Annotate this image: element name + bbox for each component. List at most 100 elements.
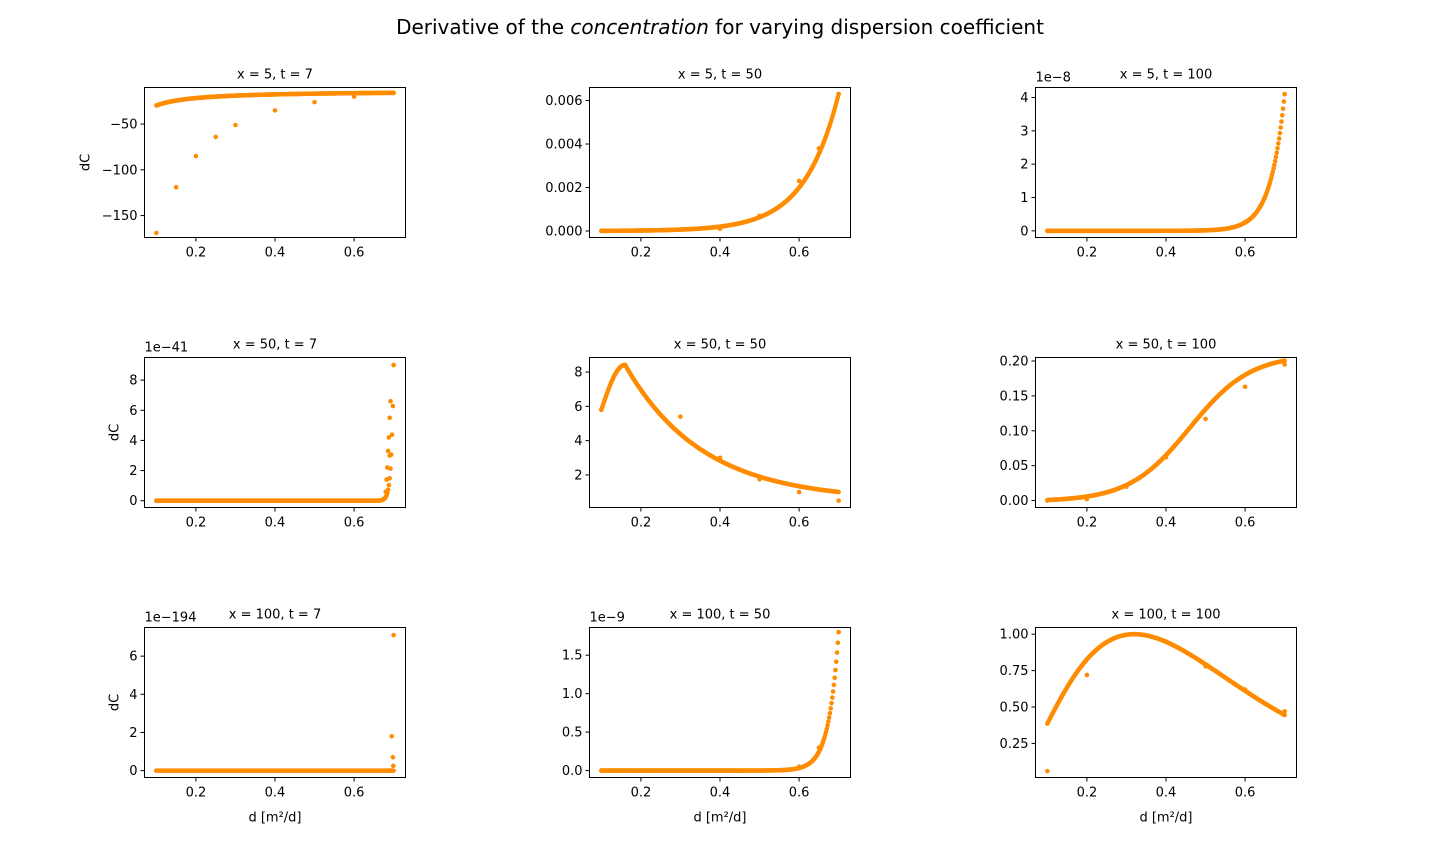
subplot-title: x = 5, t = 7	[237, 68, 313, 83]
y-offset-label: 1e−9	[590, 611, 625, 626]
x-tick-label: 0.4	[1156, 246, 1177, 261]
data-point	[1242, 687, 1248, 692]
axes-frame	[589, 627, 851, 778]
data-point	[1282, 91, 1287, 97]
x-tick-label: 0.6	[789, 246, 810, 261]
x-axis-label: d [m²/d]	[693, 811, 746, 826]
y-tick-label: 3	[1020, 124, 1028, 139]
data-point	[1163, 639, 1169, 644]
data-point	[816, 745, 822, 750]
data-point	[388, 398, 393, 404]
data-point	[272, 108, 278, 113]
data-point	[387, 415, 392, 421]
data-points	[599, 629, 841, 773]
data-point	[1274, 150, 1280, 156]
data-point	[384, 477, 389, 482]
data-point	[390, 754, 396, 760]
data-point	[1282, 709, 1287, 714]
y-tick-label: 0.0	[562, 764, 583, 779]
x-tick-label: 0.2	[631, 246, 652, 261]
figure-title: Derivative of the concentration for vary…	[396, 15, 1044, 39]
x-tick-label: 0.2	[1077, 246, 1098, 261]
y-tick-label: 4	[129, 688, 137, 703]
data-point	[1132, 631, 1137, 637]
data-point	[154, 768, 159, 773]
subplot-2: x = 5, t = 50 0.2 0.4 0.6 0.000 0.002 0.004 0.0…	[545, 68, 851, 261]
data-point	[154, 230, 159, 236]
data-point	[1084, 496, 1090, 502]
data-point	[830, 689, 836, 694]
x-tick-label: 0.6	[1235, 516, 1256, 531]
data-point	[835, 640, 841, 646]
y-tick-label: 4	[129, 434, 137, 449]
data-point	[777, 767, 782, 773]
data-point	[836, 629, 841, 635]
data-point	[391, 632, 396, 638]
y-tick-label: 2	[129, 726, 137, 741]
y-tick-label: −50	[110, 118, 137, 133]
x-axis-label: d [m²/d]	[1139, 811, 1192, 826]
data-point	[796, 764, 802, 770]
y-tick-label: 0.006	[545, 94, 582, 109]
data-point	[824, 726, 830, 732]
y-tick-label: 0.10	[1000, 424, 1029, 439]
axes-frame	[589, 87, 851, 238]
data-point	[836, 498, 841, 503]
y-tick-label: 6	[574, 400, 582, 415]
data-point	[389, 733, 394, 739]
y-offset-label: 1e−41	[145, 341, 189, 356]
data-point	[389, 432, 395, 437]
data-point	[1277, 130, 1283, 136]
y-tick-label: 2	[129, 464, 137, 479]
y-tick-label: −150	[102, 209, 138, 224]
y-axis-label: dC	[108, 694, 123, 711]
x-tick-label: 0.2	[186, 516, 207, 531]
data-point	[836, 91, 841, 97]
data-point	[833, 659, 839, 664]
data-point	[1124, 484, 1129, 489]
data-point	[173, 184, 179, 190]
data-point	[1242, 384, 1248, 390]
data-point	[391, 362, 396, 368]
data-point	[1276, 136, 1282, 141]
x-tick-label: 0.4	[265, 246, 286, 261]
data-point	[1084, 672, 1090, 678]
data-point	[1273, 154, 1279, 160]
y-tick-label: 0.000	[545, 224, 582, 239]
y-tick-label: 0.15	[1000, 389, 1029, 404]
x-tick-label: 0.4	[1156, 786, 1177, 801]
data-point	[1272, 158, 1278, 164]
data-point	[1280, 106, 1286, 111]
x-tick-label: 0.6	[344, 786, 365, 801]
y-tick-label: 0	[129, 764, 137, 779]
data-point	[385, 465, 390, 470]
data-point	[1279, 113, 1285, 118]
axes-frame	[1035, 357, 1297, 508]
axes-frame	[144, 627, 406, 778]
data-point	[1045, 498, 1050, 503]
axes-frame	[589, 357, 851, 508]
data-point	[825, 723, 830, 728]
y-tick-label: 0.5	[562, 726, 583, 741]
data-point	[1272, 162, 1277, 168]
data-points	[1045, 358, 1287, 503]
data-points	[154, 632, 396, 773]
data-point	[1282, 712, 1287, 718]
data-point	[1281, 99, 1287, 104]
y-tick-label: 6	[129, 650, 137, 665]
data-point	[599, 407, 604, 413]
data-point	[1276, 141, 1281, 146]
y-tick-label: 0.002	[545, 181, 582, 196]
axes-frame	[1035, 627, 1297, 778]
data-point	[828, 706, 834, 711]
data-point	[622, 362, 628, 368]
data-point	[757, 213, 762, 219]
data-point	[599, 228, 604, 234]
y-tick-label: 0.004	[545, 138, 582, 153]
data-point	[387, 768, 392, 773]
data-point	[1045, 768, 1050, 774]
x-tick-label: 0.6	[344, 516, 365, 531]
axes-frame	[144, 357, 406, 508]
data-point	[213, 134, 218, 140]
